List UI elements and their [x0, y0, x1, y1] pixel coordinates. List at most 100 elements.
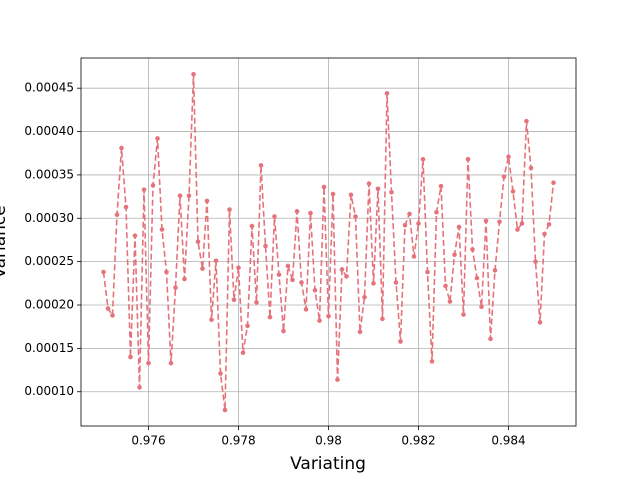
data-point: [339, 267, 345, 272]
data-point: [425, 269, 430, 275]
data-point: [204, 198, 210, 204]
data-point: [249, 223, 255, 229]
data-point: [155, 136, 160, 141]
data-point: [470, 247, 475, 252]
y-tick-label: 0.00045: [24, 81, 74, 95]
data-point: [452, 252, 457, 258]
data-point: [551, 180, 556, 186]
data-point: [330, 191, 336, 197]
data-point: [200, 266, 205, 271]
data-point: [465, 157, 471, 162]
data-point: [308, 210, 313, 216]
data-point: [357, 329, 363, 335]
data-point: [479, 304, 484, 310]
data-point: [173, 285, 178, 290]
data-point: [213, 258, 219, 264]
data-point: [231, 297, 237, 303]
y-tick-label: 0.00015: [24, 341, 74, 355]
data-point: [542, 231, 547, 237]
data-point: [236, 265, 241, 271]
data-point: [299, 280, 304, 285]
data-point: [294, 209, 300, 214]
data-point: [402, 222, 408, 228]
data-point: [420, 157, 426, 162]
data-point: [335, 377, 340, 382]
axes-frame: [80, 57, 577, 427]
y-tick-label: 0.00040: [24, 124, 74, 138]
data-point: [537, 320, 543, 325]
data-point: [461, 312, 466, 317]
data-point: [515, 227, 520, 232]
data-point: [434, 209, 439, 215]
data-point: [483, 218, 489, 224]
data-point: [186, 193, 192, 199]
data-point: [245, 323, 250, 329]
data-point: [398, 339, 403, 344]
data-point: [141, 187, 147, 192]
data-point: [407, 211, 412, 217]
data-point: [438, 183, 444, 189]
data-point: [344, 274, 349, 279]
data-point: [128, 354, 133, 360]
data-point: [267, 314, 273, 320]
data-point: [546, 222, 552, 227]
data-point: [488, 336, 493, 342]
data-point: [416, 221, 421, 226]
data-point: [321, 184, 327, 190]
data-point: [119, 145, 124, 151]
data-point: [497, 219, 502, 225]
data-point: [429, 359, 435, 364]
data-point: [519, 221, 525, 226]
data-point: [348, 192, 354, 198]
data-point: [375, 186, 381, 192]
x-tick-label: 0.98: [315, 434, 342, 448]
data-point: [524, 118, 529, 124]
data-point: [272, 214, 277, 219]
data-point: [146, 360, 151, 366]
x-tick-label: 0.976: [131, 434, 165, 448]
data-point: [384, 91, 390, 96]
data-point: [380, 316, 385, 322]
data-point: [263, 243, 268, 249]
plot-area: 0.976 0.978 0.98 0.982 0.984 0.00010 0.00015 0.…: [24, 58, 576, 448]
data-point: [209, 317, 214, 323]
data-point: [303, 307, 309, 312]
data-point: [218, 371, 223, 376]
data-point: [191, 72, 196, 77]
data-point: [492, 268, 498, 273]
data-point: [393, 280, 399, 285]
data-point: [447, 299, 453, 304]
y-tick-label: 0.00020: [24, 298, 74, 312]
data-point: [177, 193, 183, 199]
data-point: [182, 276, 187, 282]
y-tick-label: 0.00010: [24, 384, 74, 398]
data-point: [317, 318, 322, 323]
x-tick-label: 0.978: [221, 434, 255, 448]
data-point: [227, 207, 232, 212]
data-point: [258, 163, 264, 168]
y-tick-label: 0.00030: [24, 211, 74, 225]
data-point: [443, 283, 448, 289]
data-point: [326, 313, 331, 319]
data-point: [240, 350, 246, 356]
y-axis-label: Variance: [0, 205, 10, 278]
data-point: [123, 204, 129, 210]
data-point: [159, 227, 165, 232]
data-point: [456, 224, 462, 230]
data-point: [114, 212, 120, 218]
data-point: [366, 181, 372, 186]
data-point: [195, 239, 201, 244]
y-tick-label: 0.00025: [24, 254, 74, 268]
data-point: [285, 263, 291, 269]
data-point: [222, 407, 228, 413]
data-point: [528, 165, 534, 171]
data-point: [362, 294, 367, 300]
data-point: [276, 272, 282, 277]
data-point: [389, 189, 394, 195]
data-point: [506, 154, 511, 159]
y-tick-label: 0.00035: [24, 167, 74, 181]
data-point: [164, 269, 169, 275]
data-point: [105, 306, 111, 311]
